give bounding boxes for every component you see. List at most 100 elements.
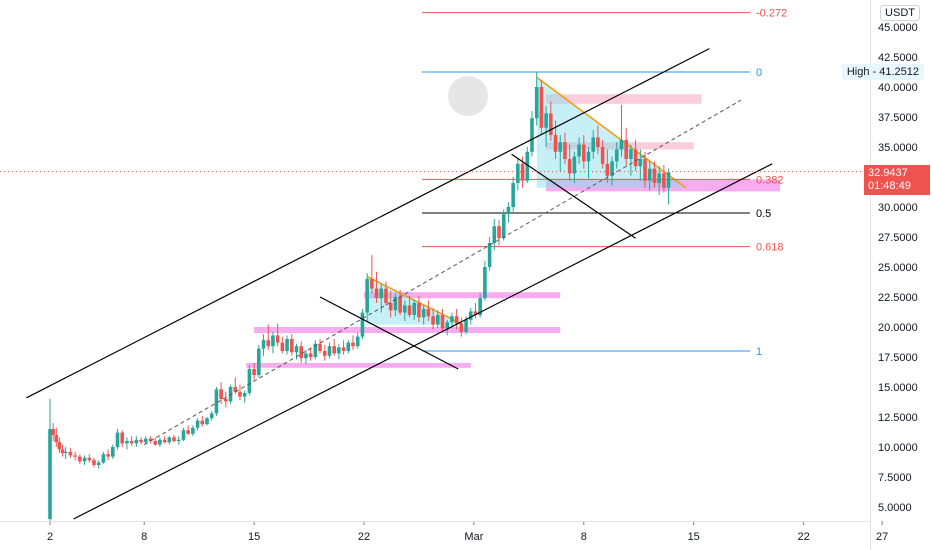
candle-body: [370, 279, 374, 289]
candle-body: [393, 297, 398, 311]
candle-body: [327, 346, 332, 356]
candle-body: [643, 159, 647, 181]
candle-body: [318, 343, 322, 351]
supply-zone: [254, 327, 561, 333]
time-tick-label: 22: [797, 531, 809, 543]
price-axis-divider: [870, 0, 871, 550]
price-axis[interactable]: 45.000042.500040.000037.500035.000032.50…: [878, 22, 918, 514]
candle-body: [322, 351, 327, 356]
candle-body: [614, 149, 619, 162]
candle-body: [261, 340, 266, 349]
candles-layer: [48, 72, 671, 525]
candle-body: [657, 173, 661, 183]
candle-body: [624, 139, 628, 159]
candle-body: [459, 323, 464, 332]
candle-body: [48, 429, 52, 519]
candle-body: [51, 429, 55, 435]
high-badge-label: High: [846, 66, 870, 78]
candle-body: [478, 298, 482, 315]
candle-body: [511, 183, 515, 207]
candle-body: [191, 427, 195, 434]
time-tick-label: 8: [581, 531, 587, 543]
candle-body: [374, 288, 379, 299]
candle-body: [426, 309, 431, 317]
candle-body: [647, 168, 652, 181]
candle-body: [214, 389, 219, 414]
candle-body: [360, 312, 365, 337]
candle-body: [652, 168, 657, 183]
candle-body: [158, 439, 162, 445]
candle-body: [96, 462, 101, 465]
last-price-value: 32.9437: [868, 167, 908, 179]
candle-body: [101, 454, 106, 463]
candle-body: [167, 437, 172, 443]
candle-body: [600, 147, 605, 164]
candle-body: [417, 303, 421, 318]
candle-body: [355, 336, 360, 347]
time-tick-label: 2: [47, 531, 53, 543]
candle-body: [82, 457, 87, 462]
candle-body: [398, 297, 402, 313]
channel-upper-line: [26, 48, 710, 399]
candle-body: [605, 163, 610, 176]
zones-layer: [246, 94, 781, 368]
candle-body: [341, 347, 346, 351]
supply-zone: [546, 94, 702, 104]
currency-label[interactable]: USDT: [880, 5, 920, 21]
price-tick-label: 35.0000: [878, 142, 918, 154]
candle-body: [379, 288, 384, 299]
candle-body: [209, 413, 214, 419]
candle-body: [610, 161, 614, 176]
time-tick-label: 15: [248, 531, 260, 543]
candle-body: [332, 346, 336, 354]
candle-body: [487, 243, 492, 267]
triangle-resistance-line: [536, 76, 687, 189]
time-axis[interactable]: 2 8 15 22 Mar 8 15 22 27: [47, 521, 888, 543]
price-tick-label: 27.5000: [878, 232, 918, 244]
last-price-line-layer: [0, 76, 870, 173]
candle-body: [54, 435, 59, 443]
candle-body: [162, 439, 167, 443]
candle-body: [78, 456, 82, 462]
time-tick-label: 27: [876, 531, 888, 543]
candle-body: [516, 163, 520, 183]
time-tick-label: Mar: [464, 531, 483, 543]
candle-body: [421, 309, 426, 318]
candle-body: [530, 118, 534, 152]
supply-zone: [364, 292, 561, 299]
candle-body: [638, 159, 643, 167]
candle-body: [549, 113, 553, 135]
supply-zone: [246, 363, 471, 368]
candle-body: [492, 226, 497, 243]
candle-body: [181, 430, 186, 440]
candle-body: [294, 346, 299, 353]
price-tick-label: 30.0000: [878, 202, 918, 214]
candle-body: [73, 455, 77, 457]
candle-body: [629, 149, 633, 159]
candle-body: [242, 393, 247, 397]
time-tick-label: 15: [688, 531, 700, 543]
time-tick-label: 8: [141, 531, 147, 543]
candle-body: [257, 348, 261, 375]
candle-body: [280, 342, 285, 351]
price-tick-label: 17.5000: [878, 352, 918, 364]
price-tick-label: 20.0000: [878, 322, 918, 334]
channel-lower-line: [73, 163, 773, 520]
candle-body: [337, 347, 341, 354]
price-tick-label: 40.0000: [878, 82, 918, 94]
high-badge: High - 41.2512: [841, 64, 924, 80]
candle-body: [384, 288, 388, 303]
candle-body: [289, 339, 294, 353]
candle-body: [313, 343, 318, 357]
candle-body: [525, 151, 530, 181]
candle-body: [468, 311, 473, 320]
candle-body: [450, 316, 454, 323]
candle-body: [572, 156, 577, 174]
candle-body: [219, 389, 223, 399]
bar-countdown: 01:48:49: [868, 180, 911, 192]
candle-body: [407, 305, 412, 315]
candle-body: [633, 149, 638, 167]
candle-body: [346, 342, 351, 351]
channel-midline: [143, 99, 742, 446]
